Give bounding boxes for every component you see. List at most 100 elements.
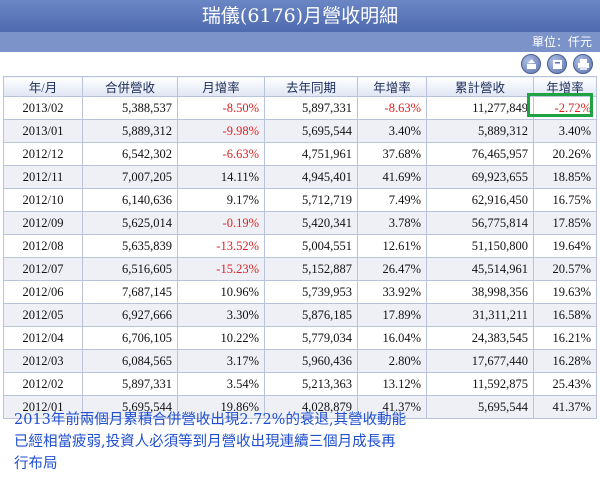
- last-year-cell: 5,960,436: [264, 349, 358, 373]
- yoy-cell: 2.80%: [357, 349, 427, 373]
- month-cell: 2012/08: [3, 234, 83, 258]
- mom-cell: -13.52%: [177, 234, 265, 258]
- toolbar: [0, 52, 600, 76]
- yoy-cell: 41.69%: [357, 165, 427, 189]
- caption-line: 2013年前兩個月累積合併營收出現2.72%的衰退,其營收動能: [14, 412, 407, 428]
- month-cell: 2012/04: [3, 326, 83, 350]
- upload-icon[interactable]: [521, 54, 541, 74]
- mom-cell: -0.19%: [177, 211, 265, 235]
- cumulative-cell: 38,998,356: [426, 280, 534, 304]
- yoy-cell: 26.47%: [357, 257, 427, 281]
- column-header-cumulative: 累計營收: [426, 76, 534, 97]
- cumulative-yoy-cell: 25.43%: [533, 372, 597, 396]
- mom-cell: 19.86%: [177, 395, 265, 419]
- revenue-cell: 6,927,666: [82, 303, 178, 327]
- cumulative-cell: 11,277,849: [426, 96, 534, 120]
- yoy-cell: 16.04%: [357, 326, 427, 350]
- cumulative-cell: 76,465,957: [426, 142, 534, 166]
- month-cell: 2012/12: [3, 142, 83, 166]
- caption-line: 已經相當疲弱,投資人必須等到月營收出現連續三個月成長再: [14, 434, 396, 450]
- cumulative-cell: 5,695,544: [426, 395, 534, 419]
- mom-cell: -15.23%: [177, 257, 265, 281]
- mom-cell: 10.96%: [177, 280, 265, 304]
- table-row: 2012/09 5,625,014 -0.19% 5,420,341 3.78% 56,7…: [3, 211, 597, 235]
- column-header-cumulative-yoy: 年增率: [533, 76, 597, 97]
- last-year-cell: 5,152,887: [264, 257, 358, 281]
- revenue-cell: 5,635,839: [82, 234, 178, 258]
- cumulative-yoy-cell: 16.58%: [533, 303, 597, 327]
- month-cell: 2012/07: [3, 257, 83, 281]
- last-year-cell: 5,213,363: [264, 372, 358, 396]
- revenue-cell: 7,007,205: [82, 165, 178, 189]
- cumulative-cell: 69,923,655: [426, 165, 534, 189]
- month-cell: 2012/02: [3, 372, 83, 396]
- last-year-cell: 5,420,341: [264, 211, 358, 235]
- revenue-cell: 5,625,014: [82, 211, 178, 235]
- revenue-panel: 瑞儀(6176)月營收明細 單位：仟元: [0, 0, 600, 76]
- last-year-cell: 5,712,719: [264, 188, 358, 212]
- month-cell: 2013/02: [3, 96, 83, 120]
- month-cell: 2012/11: [3, 165, 83, 189]
- last-year-cell: 4,751,961: [264, 142, 358, 166]
- mom-cell: 14.11%: [177, 165, 265, 189]
- unit-label: 單位：仟元: [0, 32, 600, 52]
- mom-cell: -8.50%: [177, 96, 265, 120]
- cumulative-yoy-cell: 16.21%: [533, 326, 597, 350]
- table-row: 2012/06 7,687,145 10.96% 5,739,953 33.92% 38,…: [3, 280, 597, 304]
- month-cell: 2012/05: [3, 303, 83, 327]
- revenue-cell: 6,140,636: [82, 188, 178, 212]
- table-row: 2012/02 5,897,331 3.54% 5,213,363 13.12% 11,5…: [3, 372, 597, 396]
- last-year-cell: 5,779,034: [264, 326, 358, 350]
- cumulative-cell: 11,592,875: [426, 372, 534, 396]
- column-header-mom: 月增率: [177, 76, 265, 97]
- yoy-cell: 33.92%: [357, 280, 427, 304]
- cumulative-yoy-cell: 20.57%: [533, 257, 597, 281]
- cumulative-cell: 31,311,211: [426, 303, 534, 327]
- cumulative-cell: 56,775,814: [426, 211, 534, 235]
- cumulative-yoy-cell: 16.28%: [533, 349, 597, 373]
- last-year-cell: 5,739,953: [264, 280, 358, 304]
- cumulative-yoy-cell: 41.37%: [533, 395, 597, 419]
- cumulative-cell: 17,677,440: [426, 349, 534, 373]
- revenue-cell: 5,889,312: [82, 119, 178, 143]
- cumulative-yoy-cell: 20.26%: [533, 142, 597, 166]
- column-header-last-year: 去年同期: [264, 76, 358, 97]
- caption: 2013年前兩個月累積合併營收出現2.72%的衰退,其營收動能 已經相當疲弱,投…: [14, 409, 574, 475]
- page-title: 瑞儀(6176)月營收明細: [0, 0, 600, 32]
- yoy-cell: 41.37%: [357, 395, 427, 419]
- revenue-cell: 6,084,565: [82, 349, 178, 373]
- mom-cell: 9.17%: [177, 188, 265, 212]
- revenue-cell: 5,695,544: [82, 395, 178, 419]
- yoy-cell: 12.61%: [357, 234, 427, 258]
- caption-line: 行布局: [14, 456, 58, 472]
- yoy-cell: 13.12%: [357, 372, 427, 396]
- table-header-row: 年/月 合併營收 月增率 去年同期 年增率 累計營收 年增率: [3, 76, 597, 97]
- revenue-cell: 6,706,105: [82, 326, 178, 350]
- cumulative-yoy-cell: 18.85%: [533, 165, 597, 189]
- revenue-cell: 6,516,605: [82, 257, 178, 281]
- column-header-month: 年/月: [3, 76, 83, 97]
- last-year-cell: 5,897,331: [264, 96, 358, 120]
- mom-cell: 10.22%: [177, 326, 265, 350]
- month-cell: 2013/01: [3, 119, 83, 143]
- print-icon[interactable]: [547, 54, 567, 74]
- yoy-cell: 3.40%: [357, 119, 427, 143]
- cumulative-yoy-cell: 3.40%: [533, 119, 597, 143]
- mom-cell: -6.63%: [177, 142, 265, 166]
- month-cell: 2012/10: [3, 188, 83, 212]
- table-row: 2012/08 5,635,839 -13.52% 5,004,551 12.61% 51…: [3, 234, 597, 258]
- mom-cell: -9.98%: [177, 119, 265, 143]
- yoy-cell: 17.89%: [357, 303, 427, 327]
- cumulative-cell: 45,514,961: [426, 257, 534, 281]
- yoy-cell: 3.78%: [357, 211, 427, 235]
- table-row: 2012/04 6,706,105 10.22% 5,779,034 16.04% 24,…: [3, 326, 597, 350]
- column-header-revenue: 合併營收: [82, 76, 178, 97]
- mom-cell: 3.30%: [177, 303, 265, 327]
- month-cell: 2012/01: [3, 395, 83, 419]
- table-row: 2012/11 7,007,205 14.11% 4,945,401 41.69% 69,…: [3, 165, 597, 189]
- revenue-cell: 5,388,537: [82, 96, 178, 120]
- revenue-cell: 6,542,302: [82, 142, 178, 166]
- column-header-yoy: 年增率: [357, 76, 427, 97]
- cumulative-yoy-cell: 17.85%: [533, 211, 597, 235]
- printer-icon[interactable]: [573, 54, 593, 74]
